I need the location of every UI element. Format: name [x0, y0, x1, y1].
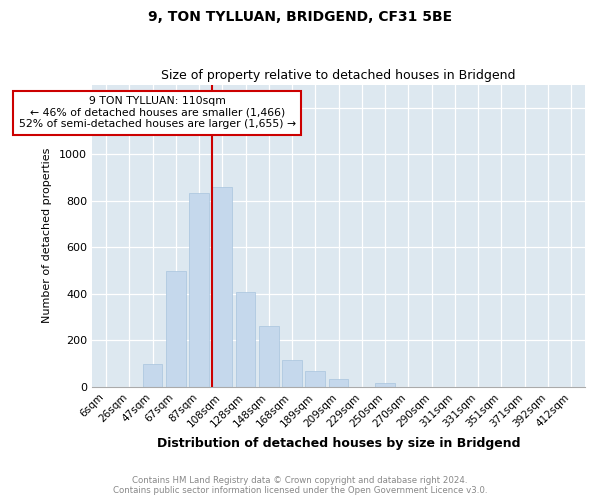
Bar: [143, 364, 163, 387]
X-axis label: Distribution of detached houses by size in Bridgend: Distribution of detached houses by size …: [157, 437, 520, 450]
Bar: [166, 270, 186, 387]
Title: Size of property relative to detached houses in Bridgend: Size of property relative to detached ho…: [161, 69, 516, 82]
Y-axis label: Number of detached properties: Number of detached properties: [42, 148, 52, 324]
Bar: [236, 292, 256, 387]
Text: 9 TON TYLLUAN: 110sqm
← 46% of detached houses are smaller (1,466)
52% of semi-d: 9 TON TYLLUAN: 110sqm ← 46% of detached …: [19, 96, 296, 130]
Text: Contains HM Land Registry data © Crown copyright and database right 2024.
Contai: Contains HM Land Registry data © Crown c…: [113, 476, 487, 495]
Bar: [259, 326, 279, 387]
Bar: [212, 187, 232, 387]
Bar: [282, 360, 302, 387]
Bar: [305, 370, 325, 387]
Bar: [329, 379, 349, 387]
Bar: [189, 192, 209, 387]
Bar: [375, 384, 395, 387]
Text: 9, TON TYLLUAN, BRIDGEND, CF31 5BE: 9, TON TYLLUAN, BRIDGEND, CF31 5BE: [148, 10, 452, 24]
